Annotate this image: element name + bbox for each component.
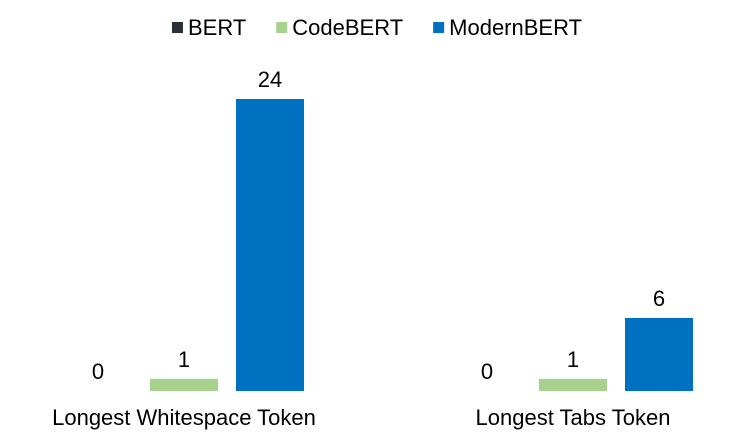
category-label-longest-tabs-token: Longest Tabs Token [476, 405, 671, 430]
plot-area [150, 99, 693, 391]
data-label-bert-longest-tabs-token: 0 [481, 359, 493, 384]
legend-swatch-modernbert [433, 22, 445, 33]
legend-label-modernbert: ModernBERT [449, 15, 582, 40]
data-label-codebert-longest-tabs-token: 1 [567, 347, 579, 372]
data-label-codebert-longest-whitespace-token: 1 [178, 347, 190, 372]
category-axis: Longest Whitespace Token Longest Tabs Tok… [52, 405, 670, 430]
legend-item-bert: BERT [171, 15, 246, 40]
legend-item-modernbert: ModernBERT [433, 15, 582, 40]
legend-swatch-bert [171, 22, 183, 33]
data-label-modernbert-longest-tabs-token: 6 [653, 286, 665, 311]
category-label-longest-whitespace-token: Longest Whitespace Token [52, 405, 316, 430]
data-label-modernbert-longest-whitespace-token: 24 [258, 67, 282, 92]
bar-modernbert-longest-whitespace-token [236, 99, 304, 391]
data-label-bert-longest-whitespace-token: 0 [92, 359, 104, 384]
bar-codebert-longest-tabs-token [539, 378, 607, 391]
legend-item-codebert: CodeBERT [276, 15, 403, 40]
legend: BERT CodeBERT ModernBERT [171, 15, 582, 40]
legend-label-codebert: CodeBERT [292, 15, 403, 40]
legend-label-bert: BERT [188, 15, 246, 40]
bar-modernbert-longest-tabs-token [625, 318, 693, 391]
legend-swatch-codebert [276, 22, 288, 33]
data-labels: 0 1 24 0 1 6 [92, 67, 665, 384]
bar-codebert-longest-whitespace-token [150, 378, 218, 391]
